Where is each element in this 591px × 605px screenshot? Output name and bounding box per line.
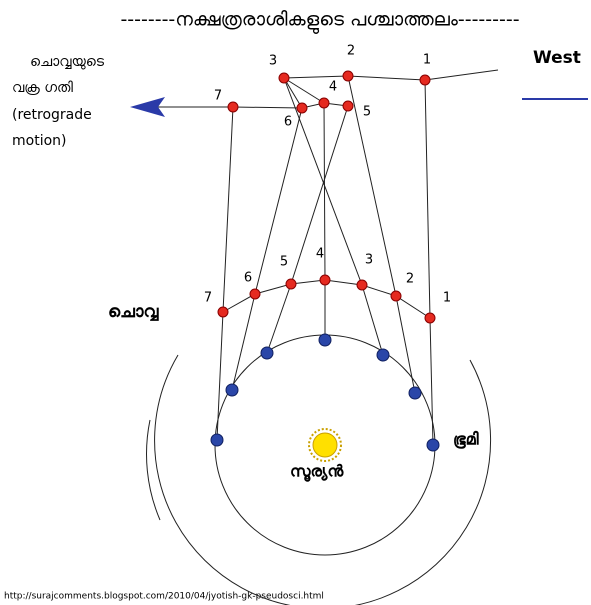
background-point-label: 3: [269, 54, 277, 69]
background-point: [279, 73, 289, 83]
west-label: West: [533, 48, 581, 68]
mars-point-label: 7: [204, 291, 212, 306]
background-line: [284, 70, 498, 80]
mars-orbit-left: [147, 420, 160, 520]
mars-point-label: 2: [406, 272, 414, 287]
sun-label: സൂര്യൻ: [290, 462, 344, 483]
diagram: --------നക്ഷത്രരാശികളുടെ പശ്ചാത്തലം-----…: [0, 0, 591, 605]
retrograde-path: [150, 103, 348, 108]
background-point: [228, 102, 238, 112]
retro-line: വക്ര ഗതി: [12, 80, 73, 96]
mars-point: [286, 279, 296, 289]
mars-point: [357, 280, 367, 290]
earth-point: [427, 439, 439, 451]
earth-point: [261, 347, 273, 359]
source-url: http://surajcomments.blogspot.com/2010/0…: [4, 592, 324, 602]
background-point-label: 1: [423, 53, 431, 68]
earth-point: [409, 387, 421, 399]
background-point-label: 4: [329, 80, 337, 95]
background-point: [319, 98, 329, 108]
background-point-label: 2: [347, 44, 355, 59]
sight-line: [267, 106, 348, 353]
mars-point-label: 6: [244, 271, 252, 286]
earth-point: [226, 384, 238, 396]
earth-point: [211, 434, 223, 446]
mars-label: ചൊവ്വ: [108, 302, 159, 322]
background-point: [343, 101, 353, 111]
retro-line: ചൊവ്വയുടെ: [30, 54, 105, 70]
retro-line: (retrograde: [12, 107, 92, 123]
background-point-label: 7: [214, 89, 222, 104]
sight-lines: 1 1 2 2 3 3 4 4 5 5 6 6 7 7: [204, 44, 451, 452]
mars-point: [425, 313, 435, 323]
background-point: [420, 75, 430, 85]
background-point-label: 6: [284, 115, 292, 130]
sun: [309, 429, 341, 461]
mars-point-label: 4: [316, 247, 324, 262]
sight-line: [348, 76, 415, 393]
sight-line: [425, 80, 433, 445]
background-line: [284, 78, 324, 103]
earth-point: [377, 349, 389, 361]
mars-point: [391, 291, 401, 301]
earth-point: [319, 334, 331, 346]
mars-point-label: 3: [365, 253, 373, 268]
sight-line: [324, 103, 325, 340]
background-point: [297, 103, 307, 113]
earth-label: ഭൂമി: [453, 430, 479, 450]
background-point: [343, 71, 353, 81]
mars-point: [320, 275, 330, 285]
mars-point: [218, 307, 228, 317]
mars-point: [250, 289, 260, 299]
title: --------നക്ഷത്രരാശികളുടെ പശ്ചാത്തലം-----…: [120, 9, 519, 35]
background-point-label: 5: [363, 105, 371, 120]
retro-line: motion): [12, 133, 66, 149]
mars-point-label: 1: [443, 291, 451, 306]
mars-point-label: 5: [280, 255, 288, 270]
